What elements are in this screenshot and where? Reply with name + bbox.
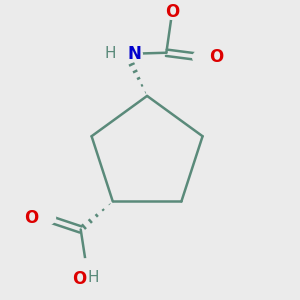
Ellipse shape (110, 45, 143, 63)
Text: O: O (165, 3, 179, 21)
Ellipse shape (35, 210, 56, 226)
Text: O: O (24, 209, 39, 227)
Ellipse shape (192, 49, 213, 66)
Text: O: O (72, 270, 86, 288)
Text: H: H (105, 46, 116, 62)
Ellipse shape (163, 4, 182, 20)
Ellipse shape (74, 258, 99, 277)
Text: N: N (128, 45, 142, 63)
Text: H: H (88, 270, 99, 285)
Text: O: O (209, 48, 224, 66)
